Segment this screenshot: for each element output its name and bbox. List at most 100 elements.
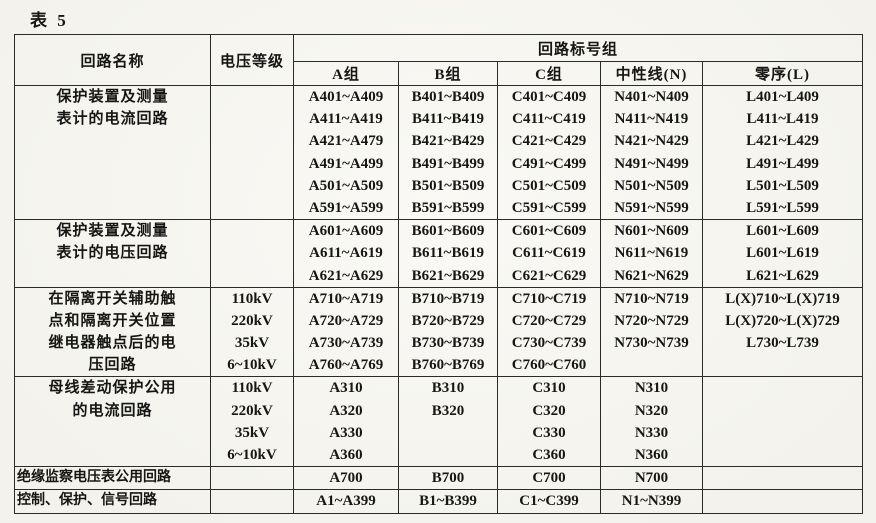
- cell-group-a-line: A720~A729: [308, 312, 384, 329]
- cell-group-n: N710~N719 N720~N729 N730~N739: [600, 286, 703, 378]
- cell-group-n-line: N710~N719: [614, 290, 689, 307]
- header-row-top: 回路名称 电压等级 回路标号组: [14, 34, 864, 86]
- cell-group-n-line: N720~N729: [614, 312, 689, 329]
- cell-group-a: A710~A719 A720~A729 A730~A739 A760~A769: [293, 286, 399, 378]
- cell-group-a-line: A611~A619: [309, 245, 383, 262]
- cell-group-n: N1~N399: [600, 489, 703, 514]
- cell-group-b-line: B591~B599: [411, 199, 485, 216]
- cell-circuit-name-line: 保护装置及测量: [56, 223, 169, 240]
- col-header-group-b: B组: [398, 61, 498, 86]
- cell-group-c-line: C421~C429: [511, 133, 587, 150]
- cell-group-a: A700: [293, 466, 399, 491]
- cell-group-a-line: A411~A419: [309, 111, 383, 128]
- cell-circuit-name: 保护装置及测量 表计的电压回路: [14, 219, 211, 288]
- cell-group-l-line: L501~L509: [746, 177, 819, 194]
- cell-group-n-line: N700: [634, 470, 669, 487]
- cell-voltage-line: 6~10kV: [227, 447, 277, 463]
- cell-group-b-line: B491~B499: [411, 155, 485, 172]
- cell-group-c-line: C1~C399: [519, 493, 579, 510]
- cell-group-n-line: N730~N739: [614, 335, 689, 352]
- cell-voltage: [210, 219, 294, 288]
- cell-group-n-line: N320: [634, 402, 669, 419]
- cell-circuit-name: 控制、保护、信号回路: [14, 489, 211, 514]
- cell-group-b: B710~B719 B720~B729 B730~B739 B760~B769: [398, 286, 498, 378]
- col-header-circuit-name: 回路名称: [14, 34, 211, 86]
- cell-voltage-line: 220kV: [231, 312, 273, 329]
- cell-circuit-name: 母线差动保护公用 的电流回路: [14, 376, 211, 468]
- cell-group-b-line: B760~B769: [411, 357, 485, 374]
- cell-group-l-line: [704, 491, 862, 512]
- table-body: 保护装置及测量 表计的电流回路 A401~A409 A411~A419 A421~A47…: [14, 84, 864, 514]
- cell-group-a-line: A421~A479: [308, 133, 384, 150]
- table-row: 控制、保护、信号回路 A1~A399 B1~B399 C1~C399 N1~N399: [14, 489, 864, 514]
- cell-group-n-line: N401~N409: [614, 89, 689, 105]
- cell-group-n: N601~N609 N611~N619 N621~N629: [600, 219, 703, 288]
- cell-group-l-line: L730~L739: [746, 335, 819, 352]
- cell-group-c-line: C591~C599: [511, 199, 587, 216]
- cell-group-c: C700: [497, 466, 601, 491]
- cell-group-c-line: C491~C499: [511, 155, 587, 172]
- cell-group-c-line: C710~C719: [511, 290, 587, 307]
- cell-voltage-line: 35kV: [234, 424, 270, 441]
- cell-group-l-line: L601~L619: [746, 245, 819, 262]
- cell-group-n-line: N611~N619: [614, 245, 689, 262]
- cell-group-b: B401~B409 B411~B419 B421~B429 B491~B499 B501…: [398, 84, 498, 221]
- cell-group-a: A601~A609 A611~A619 A621~A629: [293, 219, 399, 288]
- cell-group-n: N401~N409 N411~N419 N421~N429 N491~N499 N501…: [600, 84, 703, 221]
- cell-circuit-name-line: 在隔离开关辅助触: [48, 290, 177, 307]
- cell-group-b-line: B501~B509: [411, 177, 485, 194]
- cell-group-a-line: A730~A739: [308, 335, 384, 352]
- cell-group-a: A310 A320 A330 A360: [293, 376, 399, 468]
- cell-group-n-line: N601~N609: [614, 223, 689, 240]
- cell-group-a-line: A621~A629: [308, 267, 384, 284]
- cell-group-b-line: [400, 444, 497, 466]
- cell-group-b-line: B710~B719: [411, 290, 485, 307]
- cell-group-b-line: B411~B419: [412, 111, 484, 128]
- cell-circuit-name: 保护装置及测量 表计的电流回路: [14, 84, 211, 221]
- table-row: 保护装置及测量 表计的电流回路 A401~A409 A411~A419 A421~A47…: [14, 84, 864, 221]
- cell-group-n-line: N621~N629: [614, 267, 689, 284]
- cell-circuit-name-line: 表计的电压回路: [56, 245, 169, 262]
- cell-group-a-line: A310: [329, 380, 363, 397]
- cell-voltage-line: 110kV: [231, 290, 273, 307]
- col-header-label-group: 回路标号组: [292, 34, 864, 62]
- table-row: 母线差动保护公用 的电流回路 110kV 220kV 35kV 6~10kV A310 A32…: [14, 376, 864, 468]
- cell-group-c-line: C730~C739: [511, 335, 587, 352]
- cell-group-c-line: C330: [532, 424, 566, 441]
- cell-group-l-line: [704, 400, 862, 422]
- cell-group-b: B601~B609 B611~B619 B621~B629: [398, 219, 498, 288]
- cell-group-l-line: [704, 378, 862, 400]
- cell-voltage-line: 6~10kV: [227, 357, 277, 374]
- cell-group-b-line: B401~B409: [411, 89, 485, 105]
- cell-group-l-line: L591~L599: [746, 199, 819, 216]
- cell-group-a-line: A501~A509: [308, 177, 384, 194]
- cell-group-n-line: [602, 354, 702, 376]
- cell-group-c-line: C621~C629: [511, 267, 587, 284]
- cell-group-b-line: B621~B629: [411, 267, 485, 284]
- cell-voltage-line: [212, 491, 293, 512]
- cell-group-l-line: [704, 468, 862, 489]
- cell-group-c-line: C601~C609: [511, 223, 587, 240]
- cell-group-l-line: L621~L629: [746, 267, 819, 284]
- cell-group-b-line: B421~B429: [411, 133, 485, 150]
- col-header-group-c: C组: [497, 61, 601, 86]
- cell-circuit-name-line: 保护装置及测量: [56, 89, 169, 105]
- cell-group-c-line: C320: [532, 402, 566, 419]
- cell-group-c: C710~C719 C720~C729 C730~C739 C760~C760: [497, 286, 601, 378]
- cell-group-c-line: C611~C619: [512, 245, 586, 262]
- table-header: 回路名称 电压等级 回路标号组 A组 B组 C组 中性线(N) 零序(L): [14, 34, 864, 86]
- cell-group-c-line: C501~C509: [511, 177, 587, 194]
- cell-group-n: N310 N320 N330 N360: [600, 376, 703, 468]
- cell-group-c: C1~C399: [497, 489, 601, 514]
- cell-group-n-line: N591~N599: [614, 199, 689, 216]
- cell-circuit-name-line: 点和隔离开关位置: [48, 312, 177, 329]
- cell-group-n-line: N330: [634, 424, 669, 441]
- cell-voltage-line: 35kV: [234, 335, 270, 352]
- cell-group-l-line: L421~L429: [746, 133, 819, 150]
- cell-group-l: [701, 466, 864, 491]
- cell-group-a-line: A1~A399: [316, 493, 376, 510]
- table-row: 绝缘监察电压表公用回路 A700 B700 C700 N700: [14, 466, 864, 491]
- cell-group-l-line: [704, 422, 862, 444]
- cell-group-b-line: B310: [431, 380, 465, 397]
- cell-group-b: B700: [398, 466, 498, 491]
